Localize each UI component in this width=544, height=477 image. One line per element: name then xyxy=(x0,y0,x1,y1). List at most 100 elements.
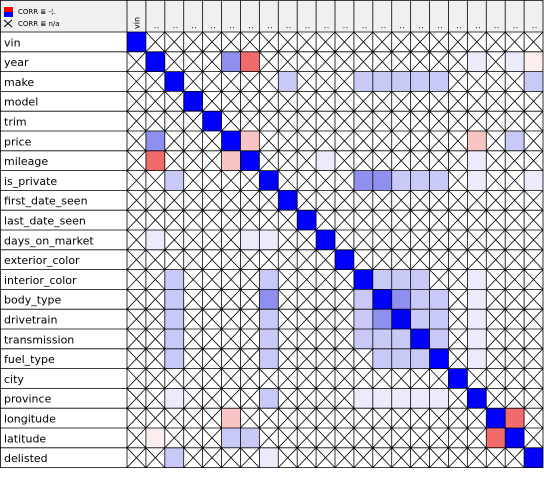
na-cell-trim-latitude[interactable] xyxy=(504,110,525,132)
na-cell-year-vin[interactable] xyxy=(126,51,147,72)
column-header-transmission[interactable]: : xyxy=(416,26,425,29)
na-cell-province-days_on_market[interactable] xyxy=(315,388,336,409)
na-cell-interior_color-exterior_color[interactable] xyxy=(334,269,355,290)
na-cell-make-is_private[interactable] xyxy=(259,71,279,92)
na-cell-trim-exterior_color[interactable] xyxy=(334,110,355,132)
na-cell-vin-interior_color[interactable] xyxy=(353,31,374,53)
corr-cell-price-mileage[interactable] xyxy=(240,131,260,151)
na-cell-city-make[interactable] xyxy=(164,368,185,389)
na-cell-trim-longitude[interactable] xyxy=(485,110,506,132)
na-cell-drivetrain-delisted[interactable] xyxy=(523,308,544,330)
na-cell-transmission-days_on_market[interactable] xyxy=(315,328,336,350)
corr-cell-transmission-drivetrain[interactable] xyxy=(391,329,411,349)
na-cell-city-first_date_seen[interactable] xyxy=(277,368,298,389)
na-cell-province-longitude[interactable] xyxy=(485,388,506,409)
na-cell-price-body_type[interactable] xyxy=(372,130,393,152)
corr-cell-latitude-mileage[interactable] xyxy=(240,428,260,448)
na-cell-last_date_seen-delisted[interactable] xyxy=(523,209,544,231)
row-label-drivetrain[interactable]: drivetrain xyxy=(4,314,57,327)
na-cell-longitude-trim[interactable] xyxy=(202,407,222,429)
corr-cell-interior_color-transmission[interactable] xyxy=(410,269,430,290)
na-cell-vin-city[interactable] xyxy=(448,31,468,53)
na-cell-body_type-year[interactable] xyxy=(145,289,166,310)
na-cell-exterior_color-city[interactable] xyxy=(448,249,468,270)
na-cell-first_date_seen-trim[interactable] xyxy=(202,190,222,211)
corr-cell-make-make[interactable] xyxy=(164,71,184,92)
na-cell-latitude-make[interactable] xyxy=(164,427,185,449)
corr-cell-longitude-price[interactable] xyxy=(221,408,241,428)
na-cell-body_type-mileage[interactable] xyxy=(240,289,260,310)
na-cell-vin-trim[interactable] xyxy=(202,31,222,53)
na-cell-vin-is_private[interactable] xyxy=(259,31,279,53)
na-cell-is_private-year[interactable] xyxy=(145,170,166,191)
na-cell-province-price[interactable] xyxy=(221,388,241,409)
na-cell-trim-last_date_seen[interactable] xyxy=(296,110,317,132)
na-cell-province-city[interactable] xyxy=(448,388,468,409)
na-cell-last_date_seen-city[interactable] xyxy=(448,209,468,231)
na-cell-model-interior_color[interactable] xyxy=(353,91,374,112)
na-cell-price-make[interactable] xyxy=(164,130,185,152)
na-cell-first_date_seen-price[interactable] xyxy=(221,190,241,211)
na-cell-city-exterior_color[interactable] xyxy=(334,368,355,389)
na-cell-city-price[interactable] xyxy=(221,368,241,389)
column-header-model[interactable]: : xyxy=(189,26,198,29)
na-cell-trim-year[interactable] xyxy=(145,110,166,132)
na-cell-delisted-fuel_type[interactable] xyxy=(429,447,449,468)
corr-cell-interior_color-is_private[interactable] xyxy=(259,269,279,290)
na-cell-delisted-model[interactable] xyxy=(183,447,203,468)
na-cell-days_on_market-province[interactable] xyxy=(467,229,487,251)
na-cell-fuel_type-exterior_color[interactable] xyxy=(334,348,355,369)
column-header-province[interactable]: : xyxy=(473,26,482,29)
na-cell-city-body_type[interactable] xyxy=(372,368,393,389)
na-cell-exterior_color-model[interactable] xyxy=(183,249,203,270)
na-cell-year-body_type[interactable] xyxy=(372,51,393,72)
na-cell-transmission-delisted[interactable] xyxy=(523,328,544,350)
na-cell-model-fuel_type[interactable] xyxy=(429,91,449,112)
corr-cell-is_private-drivetrain[interactable] xyxy=(391,170,411,191)
na-cell-city-vin[interactable] xyxy=(126,368,147,389)
column-header-first_date_seen[interactable]: : xyxy=(284,26,293,29)
na-cell-transmission-longitude[interactable] xyxy=(485,328,506,350)
corr-cell-latitude-latitude[interactable] xyxy=(505,428,525,448)
na-cell-drivetrain-exterior_color[interactable] xyxy=(334,308,355,330)
na-cell-province-trim[interactable] xyxy=(202,388,222,409)
corr-cell-province-make[interactable] xyxy=(164,388,184,409)
corr-cell-first_date_seen-first_date_seen[interactable] xyxy=(278,190,298,211)
na-cell-trim-body_type[interactable] xyxy=(372,110,393,132)
na-cell-mileage-is_private[interactable] xyxy=(259,150,279,171)
na-cell-model-body_type[interactable] xyxy=(372,91,393,112)
na-cell-city-longitude[interactable] xyxy=(485,368,506,389)
corr-cell-drivetrain-province[interactable] xyxy=(467,309,487,329)
na-cell-latitude-delisted[interactable] xyxy=(523,427,544,449)
na-cell-delisted-body_type[interactable] xyxy=(372,447,393,468)
corr-cell-body_type-body_type[interactable] xyxy=(372,289,392,310)
na-cell-latitude-last_date_seen[interactable] xyxy=(296,427,317,449)
na-cell-body_type-trim[interactable] xyxy=(202,289,222,310)
na-cell-vin-latitude[interactable] xyxy=(504,31,525,53)
na-cell-latitude-body_type[interactable] xyxy=(372,427,393,449)
na-cell-price-fuel_type[interactable] xyxy=(429,130,449,152)
na-cell-city-mileage[interactable] xyxy=(240,368,260,389)
na-cell-first_date_seen-model[interactable] xyxy=(183,190,203,211)
na-cell-vin-exterior_color[interactable] xyxy=(334,31,355,53)
na-cell-delisted-first_date_seen[interactable] xyxy=(277,447,298,468)
corr-cell-transmission-body_type[interactable] xyxy=(372,329,392,349)
corr-cell-city-city[interactable] xyxy=(448,368,468,389)
column-header-is_private[interactable]: : xyxy=(265,26,274,29)
corr-cell-year-price[interactable] xyxy=(221,51,241,72)
corr-cell-make-first_date_seen[interactable] xyxy=(278,71,298,92)
na-cell-vin-fuel_type[interactable] xyxy=(429,31,449,53)
column-header-delisted[interactable]: : xyxy=(530,26,539,29)
corr-cell-mileage-days_on_market[interactable] xyxy=(316,150,335,171)
na-cell-year-longitude[interactable] xyxy=(485,51,506,72)
na-cell-price-first_date_seen[interactable] xyxy=(277,130,298,152)
na-cell-longitude-interior_color[interactable] xyxy=(353,407,374,429)
na-cell-transmission-city[interactable] xyxy=(448,328,468,350)
na-cell-make-vin[interactable] xyxy=(126,71,147,92)
na-cell-mileage-drivetrain[interactable] xyxy=(391,150,411,171)
corr-cell-exterior_color-exterior_color[interactable] xyxy=(335,249,354,270)
column-header-latitude[interactable]: : xyxy=(511,26,520,29)
na-cell-body_type-last_date_seen[interactable] xyxy=(296,289,317,310)
corr-cell-drivetrain-body_type[interactable] xyxy=(372,309,392,329)
row-label-make[interactable]: make xyxy=(4,76,34,89)
